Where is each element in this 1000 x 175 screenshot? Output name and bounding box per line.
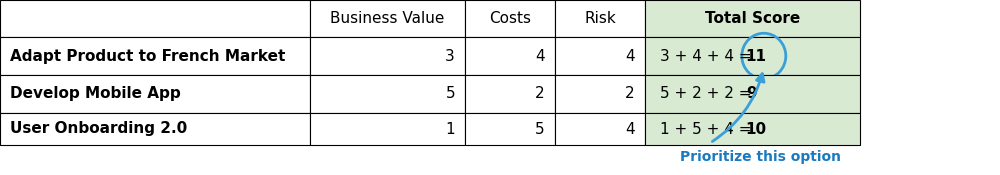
Text: 3 + 4 + 4 =: 3 + 4 + 4 = <box>660 48 752 64</box>
Bar <box>465 37 555 75</box>
Text: Risk: Risk <box>584 11 616 26</box>
Bar <box>645 37 860 75</box>
Text: 10: 10 <box>746 121 767 136</box>
Bar <box>0 113 310 145</box>
Bar <box>555 0 645 37</box>
Text: 1 + 5 + 4 =: 1 + 5 + 4 = <box>660 121 752 136</box>
Bar <box>0 75 310 113</box>
Bar <box>0 37 310 75</box>
Bar <box>465 0 555 37</box>
Text: Adapt Product to French Market: Adapt Product to French Market <box>10 48 285 64</box>
Text: 5: 5 <box>535 121 545 136</box>
Bar <box>645 75 860 113</box>
Text: Total Score: Total Score <box>705 11 800 26</box>
Text: 4: 4 <box>625 48 635 64</box>
Text: Business Value: Business Value <box>330 11 445 26</box>
Text: 9: 9 <box>746 86 756 102</box>
Text: Costs: Costs <box>489 11 531 26</box>
Text: 5 + 2 + 2 =: 5 + 2 + 2 = <box>660 86 752 102</box>
Text: User Onboarding 2.0: User Onboarding 2.0 <box>10 121 187 136</box>
Text: 2: 2 <box>625 86 635 102</box>
Text: 5: 5 <box>445 86 455 102</box>
Text: Develop Mobile App: Develop Mobile App <box>10 86 181 102</box>
Bar <box>555 113 645 145</box>
Bar <box>555 75 645 113</box>
Text: 4: 4 <box>625 121 635 136</box>
Bar <box>645 0 860 37</box>
Bar <box>310 37 465 75</box>
Bar <box>645 113 860 145</box>
Bar <box>310 75 465 113</box>
Text: 4: 4 <box>535 48 545 64</box>
Text: 2: 2 <box>535 86 545 102</box>
Text: 11: 11 <box>746 48 767 64</box>
Bar <box>310 0 465 37</box>
Bar <box>465 113 555 145</box>
Bar <box>0 0 310 37</box>
Bar <box>555 37 645 75</box>
Bar <box>310 113 465 145</box>
Text: Prioritize this option: Prioritize this option <box>680 150 841 164</box>
Text: 3: 3 <box>445 48 455 64</box>
Bar <box>465 75 555 113</box>
Text: 1: 1 <box>445 121 455 136</box>
